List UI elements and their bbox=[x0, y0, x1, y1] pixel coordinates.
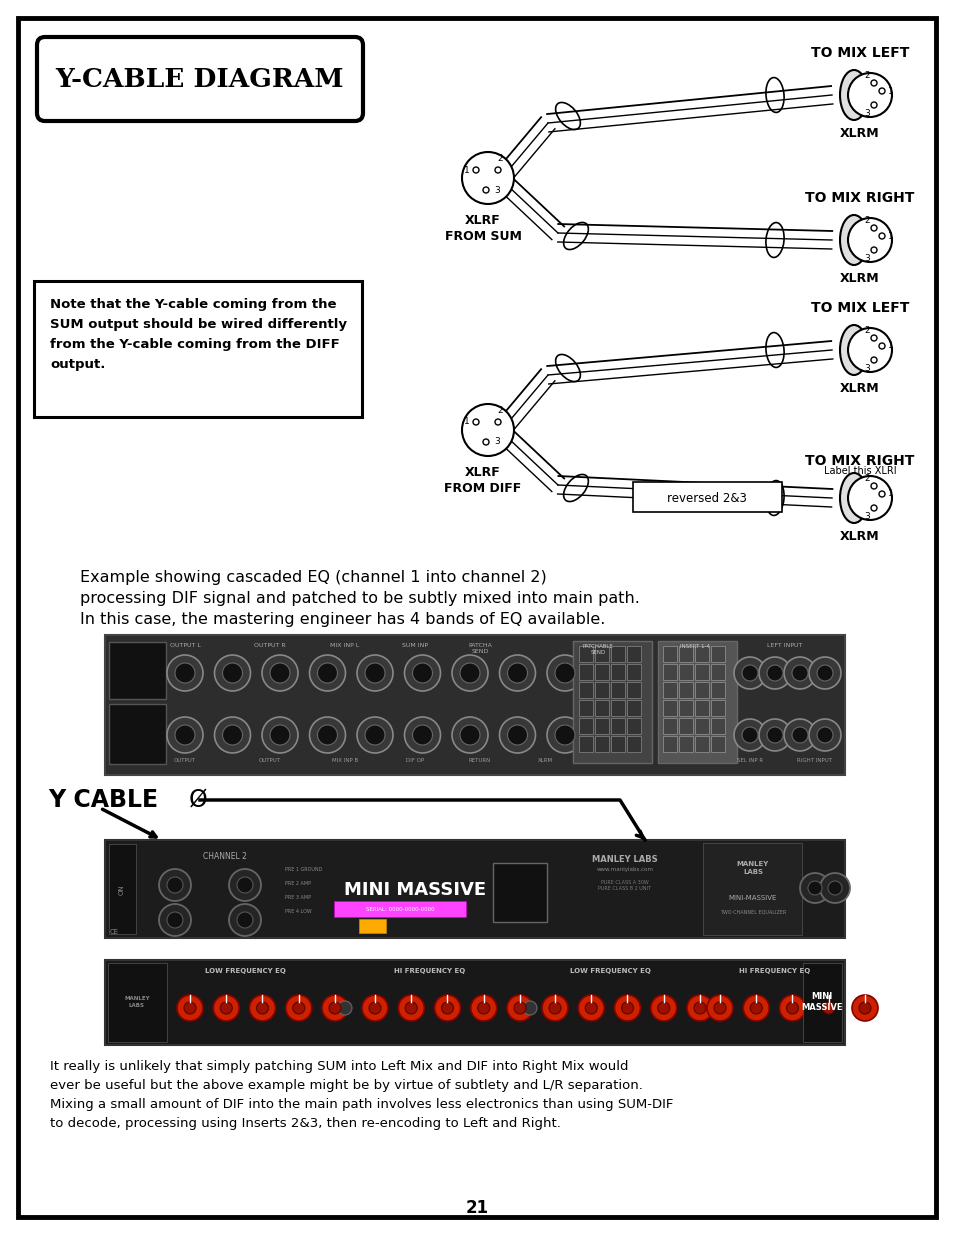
Circle shape bbox=[482, 186, 489, 193]
Circle shape bbox=[309, 718, 345, 753]
Circle shape bbox=[174, 663, 194, 683]
Text: XLRM: XLRM bbox=[840, 382, 879, 395]
Circle shape bbox=[317, 725, 337, 745]
Circle shape bbox=[548, 1002, 560, 1014]
Circle shape bbox=[184, 1002, 195, 1014]
Text: OUTPUT R: OUTPUT R bbox=[253, 643, 286, 648]
Text: reversed 2&3: reversed 2&3 bbox=[666, 492, 746, 505]
Circle shape bbox=[322, 995, 348, 1021]
FancyBboxPatch shape bbox=[578, 646, 593, 662]
Circle shape bbox=[222, 663, 242, 683]
Circle shape bbox=[657, 1002, 669, 1014]
Circle shape bbox=[821, 1002, 834, 1014]
Circle shape bbox=[262, 655, 297, 692]
Circle shape bbox=[452, 718, 488, 753]
Circle shape bbox=[507, 725, 527, 745]
Text: PRE 4 LOW: PRE 4 LOW bbox=[285, 909, 312, 914]
Circle shape bbox=[693, 1002, 705, 1014]
Circle shape bbox=[759, 657, 790, 689]
Circle shape bbox=[766, 664, 782, 680]
Text: MIX INP L: MIX INP L bbox=[330, 643, 359, 648]
Text: Label this XLRI: Label this XLRI bbox=[822, 466, 896, 475]
Text: XLRF
FROM DIFF: XLRF FROM DIFF bbox=[444, 466, 521, 495]
Circle shape bbox=[412, 663, 432, 683]
Text: XLRF
FROM SUM: XLRF FROM SUM bbox=[444, 214, 521, 243]
Text: LOW FREQUENCY EQ: LOW FREQUENCY EQ bbox=[204, 968, 285, 974]
FancyBboxPatch shape bbox=[679, 736, 692, 752]
Text: LOW FREQUENCY EQ: LOW FREQUENCY EQ bbox=[569, 968, 650, 974]
Text: 2: 2 bbox=[497, 406, 502, 415]
Circle shape bbox=[791, 727, 807, 743]
Circle shape bbox=[870, 505, 876, 511]
Text: www.manlylabs.com: www.manlylabs.com bbox=[596, 867, 653, 872]
Text: TWO CHANNEL EQUALIZER: TWO CHANNEL EQUALIZER bbox=[720, 909, 785, 914]
Text: INSERT 1-4: INSERT 1-4 bbox=[679, 643, 709, 650]
Circle shape bbox=[482, 438, 489, 445]
FancyBboxPatch shape bbox=[662, 664, 677, 680]
Text: TO MIX LEFT: TO MIX LEFT bbox=[810, 301, 908, 315]
Text: 2: 2 bbox=[863, 216, 869, 225]
Circle shape bbox=[706, 995, 732, 1021]
Text: TO MIX RIGHT: TO MIX RIGHT bbox=[804, 454, 914, 468]
Circle shape bbox=[167, 718, 203, 753]
Circle shape bbox=[167, 655, 203, 692]
Circle shape bbox=[733, 657, 765, 689]
Circle shape bbox=[878, 233, 884, 240]
FancyBboxPatch shape bbox=[595, 646, 608, 662]
FancyBboxPatch shape bbox=[109, 642, 166, 699]
Circle shape bbox=[870, 335, 876, 341]
FancyBboxPatch shape bbox=[662, 700, 677, 716]
Circle shape bbox=[167, 911, 183, 927]
Ellipse shape bbox=[840, 473, 867, 522]
FancyBboxPatch shape bbox=[595, 718, 608, 734]
Circle shape bbox=[870, 483, 876, 489]
Text: Note that the Y-cable coming from the
SUM output should be wired differently
fro: Note that the Y-cable coming from the SU… bbox=[50, 298, 347, 370]
Circle shape bbox=[546, 655, 582, 692]
Circle shape bbox=[759, 719, 790, 751]
FancyBboxPatch shape bbox=[679, 682, 692, 698]
FancyBboxPatch shape bbox=[695, 682, 708, 698]
Circle shape bbox=[317, 663, 337, 683]
Text: XLRM: XLRM bbox=[537, 758, 552, 763]
FancyBboxPatch shape bbox=[662, 718, 677, 734]
FancyBboxPatch shape bbox=[802, 963, 841, 1042]
Circle shape bbox=[159, 904, 191, 936]
Circle shape bbox=[213, 995, 239, 1021]
Circle shape bbox=[177, 995, 203, 1021]
FancyBboxPatch shape bbox=[626, 682, 640, 698]
Text: 3: 3 bbox=[863, 254, 869, 263]
Circle shape bbox=[441, 1002, 453, 1014]
Text: PRE 1 GROUND: PRE 1 GROUND bbox=[285, 867, 322, 872]
Circle shape bbox=[397, 995, 424, 1021]
Text: Example showing cascaded EQ (channel 1 into channel 2)
processing DIF signal and: Example showing cascaded EQ (channel 1 i… bbox=[80, 571, 639, 627]
FancyBboxPatch shape bbox=[578, 736, 593, 752]
Circle shape bbox=[741, 664, 758, 680]
Text: 3: 3 bbox=[494, 185, 499, 194]
Circle shape bbox=[229, 904, 261, 936]
Circle shape bbox=[878, 492, 884, 496]
Circle shape bbox=[461, 152, 514, 204]
Text: 3: 3 bbox=[494, 437, 499, 447]
Text: MIX INP B: MIX INP B bbox=[332, 758, 357, 763]
Text: PRE 2 AMP: PRE 2 AMP bbox=[285, 882, 311, 887]
Text: 2: 2 bbox=[863, 70, 869, 80]
Circle shape bbox=[783, 657, 815, 689]
Text: 1: 1 bbox=[887, 86, 893, 95]
Circle shape bbox=[167, 877, 183, 893]
FancyBboxPatch shape bbox=[626, 646, 640, 662]
Circle shape bbox=[470, 995, 497, 1021]
Circle shape bbox=[870, 247, 876, 253]
FancyBboxPatch shape bbox=[626, 736, 640, 752]
Circle shape bbox=[808, 657, 841, 689]
Circle shape bbox=[847, 475, 891, 520]
Circle shape bbox=[514, 1002, 525, 1014]
Circle shape bbox=[800, 873, 829, 903]
Text: 3: 3 bbox=[863, 513, 869, 521]
Circle shape bbox=[256, 1002, 268, 1014]
Text: HI FREQUENCY EQ: HI FREQUENCY EQ bbox=[739, 968, 810, 974]
FancyBboxPatch shape bbox=[695, 718, 708, 734]
Circle shape bbox=[293, 1002, 304, 1014]
FancyBboxPatch shape bbox=[105, 840, 844, 939]
FancyBboxPatch shape bbox=[595, 664, 608, 680]
Circle shape bbox=[815, 995, 841, 1021]
